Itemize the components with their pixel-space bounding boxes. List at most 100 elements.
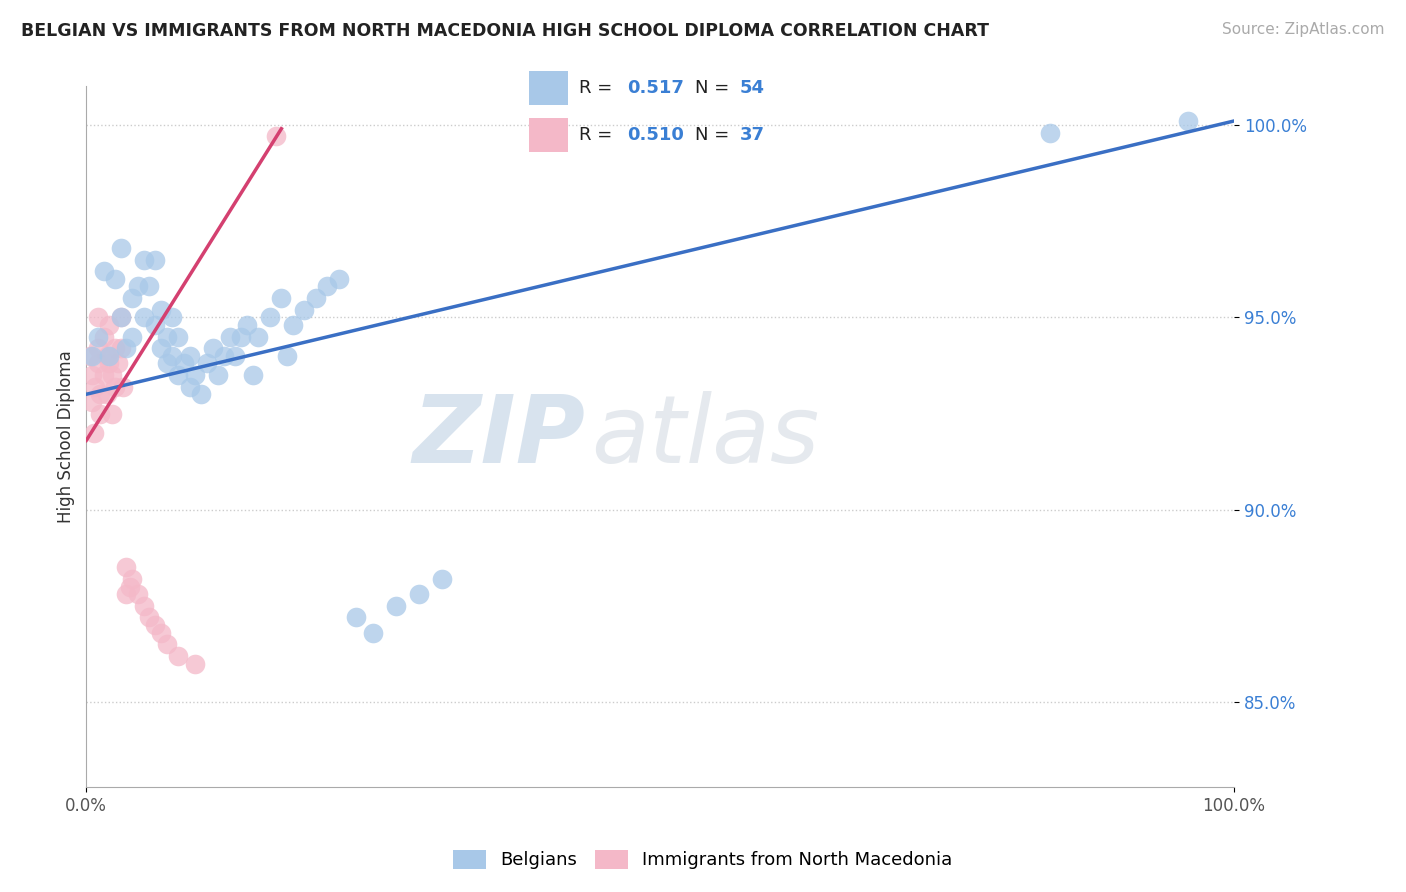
- Point: [361, 626, 384, 640]
- Point: [127, 587, 149, 601]
- Point: [89, 387, 111, 401]
- Text: R =: R =: [579, 79, 619, 97]
- Point: [87, 341, 110, 355]
- Point: [93, 264, 115, 278]
- Point: [224, 349, 246, 363]
- Point: [167, 368, 190, 382]
- Legend: Belgians, Immigrants from North Macedonia: Belgians, Immigrants from North Macedoni…: [444, 841, 962, 879]
- Point: [80, 349, 103, 363]
- Point: [156, 329, 179, 343]
- Point: [121, 329, 143, 343]
- Point: [110, 310, 132, 325]
- Point: [1039, 126, 1062, 140]
- Point: [87, 356, 110, 370]
- Point: [79, 349, 101, 363]
- Point: [242, 368, 264, 382]
- Point: [143, 318, 166, 332]
- Text: 37: 37: [740, 126, 765, 144]
- Text: R =: R =: [579, 126, 619, 144]
- Point: [173, 356, 195, 370]
- Point: [184, 657, 207, 671]
- Point: [93, 368, 115, 382]
- Point: [87, 329, 110, 343]
- Point: [1177, 114, 1199, 128]
- Text: N =: N =: [695, 79, 734, 97]
- Point: [132, 310, 155, 325]
- Point: [201, 341, 224, 355]
- Point: [121, 291, 143, 305]
- Point: [111, 379, 134, 393]
- Point: [259, 310, 281, 325]
- Text: atlas: atlas: [592, 391, 820, 482]
- Point: [149, 302, 172, 317]
- Point: [179, 349, 201, 363]
- Point: [110, 341, 132, 355]
- Point: [430, 572, 453, 586]
- Point: [110, 310, 132, 325]
- Point: [96, 349, 118, 363]
- Point: [138, 610, 160, 624]
- Point: [149, 341, 172, 355]
- Point: [179, 379, 201, 393]
- Point: [110, 241, 132, 255]
- Point: [115, 560, 138, 574]
- Point: [143, 252, 166, 267]
- Point: [87, 310, 110, 325]
- Point: [115, 587, 138, 601]
- Point: [138, 279, 160, 293]
- Point: [143, 618, 166, 632]
- Point: [156, 356, 179, 370]
- Point: [156, 637, 179, 651]
- Point: [328, 272, 350, 286]
- Point: [80, 368, 103, 382]
- Point: [89, 407, 111, 421]
- Point: [104, 379, 127, 393]
- Y-axis label: High School Diploma: High School Diploma: [58, 351, 75, 523]
- Point: [118, 580, 141, 594]
- Point: [236, 318, 259, 332]
- Point: [167, 648, 190, 663]
- Point: [344, 610, 367, 624]
- Point: [100, 368, 122, 382]
- Point: [132, 252, 155, 267]
- Point: [247, 329, 270, 343]
- Point: [115, 341, 138, 355]
- Point: [104, 341, 127, 355]
- Point: [98, 356, 121, 370]
- Text: 0.517: 0.517: [627, 79, 683, 97]
- Text: BELGIAN VS IMMIGRANTS FROM NORTH MACEDONIA HIGH SCHOOL DIPLOMA CORRELATION CHART: BELGIAN VS IMMIGRANTS FROM NORTH MACEDON…: [21, 22, 988, 40]
- Point: [218, 329, 240, 343]
- Point: [84, 379, 107, 393]
- Point: [83, 425, 105, 440]
- Point: [270, 291, 292, 305]
- Point: [149, 626, 172, 640]
- Bar: [529, 119, 568, 152]
- Point: [96, 387, 118, 401]
- Point: [190, 387, 212, 401]
- Point: [98, 349, 121, 363]
- Point: [231, 329, 253, 343]
- Point: [100, 407, 122, 421]
- Text: 54: 54: [740, 79, 765, 97]
- Point: [127, 279, 149, 293]
- Point: [385, 599, 408, 613]
- Text: ZIP: ZIP: [412, 391, 585, 483]
- Point: [104, 272, 127, 286]
- Point: [195, 356, 218, 370]
- Point: [162, 310, 184, 325]
- Point: [316, 279, 339, 293]
- Point: [167, 329, 190, 343]
- Point: [264, 129, 287, 144]
- Point: [107, 356, 129, 370]
- Text: 0.510: 0.510: [627, 126, 683, 144]
- Point: [121, 572, 143, 586]
- Point: [207, 368, 229, 382]
- Point: [276, 349, 298, 363]
- Text: Source: ZipAtlas.com: Source: ZipAtlas.com: [1222, 22, 1385, 37]
- Point: [162, 349, 184, 363]
- Point: [292, 302, 315, 317]
- Bar: [529, 71, 568, 104]
- Point: [93, 329, 115, 343]
- Point: [212, 349, 235, 363]
- Point: [184, 368, 207, 382]
